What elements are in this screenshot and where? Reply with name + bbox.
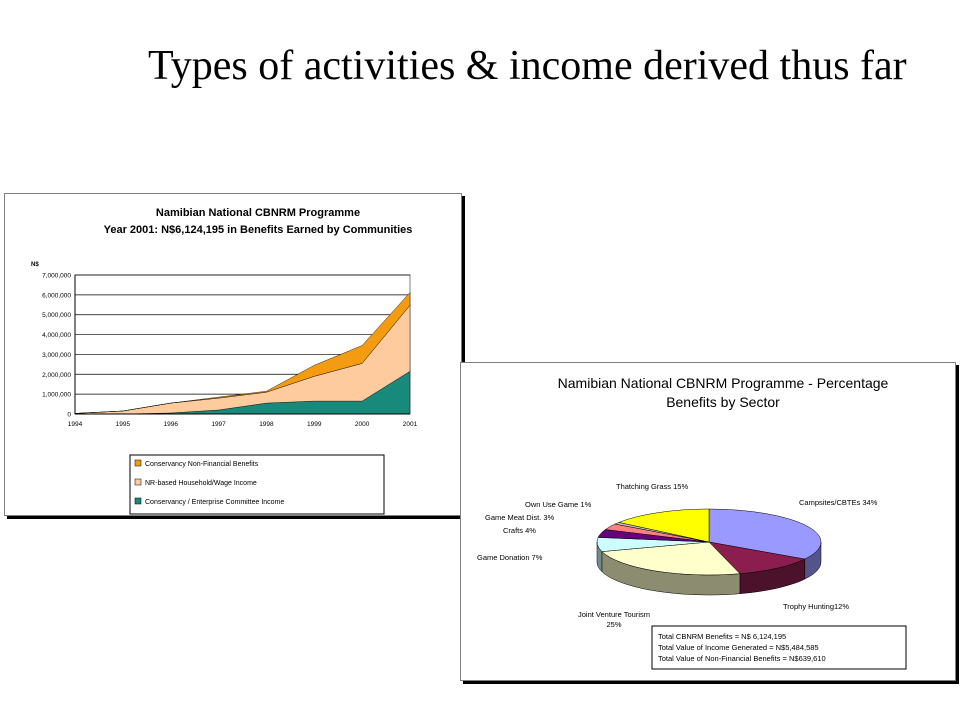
y-tick-label: 2,000,000 — [42, 372, 71, 379]
pie-chart-subtitle: Benefits by Sector — [666, 394, 780, 410]
y-axis-label: N$ — [31, 262, 39, 268]
y-tick-labels: 0 1,000,000 2,000,000 3,000,000 4,000,000 5,0… — [42, 273, 71, 419]
pie-slice-label: 25% — [606, 620, 621, 629]
y-tick-label: 6,000,000 — [42, 292, 71, 299]
y-tick-label: 3,000,000 — [42, 352, 71, 359]
pie-slice-label: Trophy Hunting12% — [783, 602, 849, 611]
area-chart-panel: Namibian National CBNRM Programme Year 2… — [4, 193, 462, 516]
x-tick-label: 1998 — [259, 421, 274, 428]
y-tick-label: 4,000,000 — [42, 332, 71, 339]
legend-swatch — [134, 478, 142, 486]
pie-slice-label: Own Use Game 1% — [525, 500, 592, 509]
total-cbnrm-benefits: Total CBNRM Benefits = N$ 6,124,195 — [658, 632, 786, 641]
area-legend — [129, 454, 385, 515]
pie-slice-label: Game Meat Dist. 3% — [485, 513, 555, 522]
totals-box — [651, 625, 907, 670]
x-tick-label: 1996 — [163, 421, 178, 428]
area-series — [74, 275, 411, 415]
legend-entries: Conservancy Non-Financial Benefits NR-bas… — [134, 459, 284, 506]
legend-label: Conservancy / Enterprise Committee Incom… — [145, 499, 284, 506]
legend-swatch — [134, 459, 142, 467]
pie-slice — [708, 508, 822, 560]
total-non-financial-benefits: Total Value of Non-Financial Benefits = … — [658, 654, 826, 663]
x-tick-label: 1994 — [68, 421, 83, 428]
x-tick-label: 1997 — [211, 421, 226, 428]
pie-slice — [601, 541, 741, 576]
x-tick-label: 1999 — [307, 421, 322, 428]
total-income-generated: Total Value of Income Generated = N$5,48… — [658, 643, 819, 652]
pie-slice — [708, 541, 806, 574]
pie-chart-panel: Namibian National CBNRM Programme - Perc… — [460, 362, 956, 681]
pie-slice — [618, 508, 710, 543]
area-chart: Namibian National CBNRM Programme Year 2… — [31, 207, 418, 515]
x-tick-label: 2000 — [355, 421, 370, 428]
legend-label: Conservancy Non-Financial Benefits — [145, 461, 259, 468]
y-tick-label: 7,000,000 — [42, 273, 71, 280]
pie-slice-labels: Campsites/CBTEs 34% Trophy Hunting12% Join… — [477, 482, 878, 629]
area-chart-title: Namibian National CBNRM Programme — [156, 207, 360, 219]
legend-label: NR-based Household/Wage Income — [145, 480, 257, 487]
x-tick-label: 1995 — [116, 421, 131, 428]
y-tick-label: 5,000,000 — [42, 312, 71, 319]
pie-slice-label: Crafts 4% — [503, 526, 536, 535]
legend-swatch — [134, 497, 142, 505]
pie-slice-label: Thatching Grass 15% — [616, 482, 688, 491]
x-tick-label: 2001 — [403, 421, 418, 428]
x-tick-labels: 1994 1995 1996 1997 1998 1999 2000 2001 — [68, 421, 418, 428]
area-series-fill — [74, 291, 411, 414]
y-tick-label: 1,000,000 — [42, 392, 71, 399]
pie-chart-title: Namibian National CBNRM Programme - Perc… — [558, 375, 889, 391]
y-tick-label: 0 — [67, 412, 71, 419]
pie-chart: Namibian National CBNRM Programme - Perc… — [477, 375, 907, 670]
area-chart-subtitle: Year 2001: N$6,124,195 in Benefits Earne… — [104, 224, 413, 236]
pie-slice-label: Campsites/CBTEs 34% — [799, 498, 878, 507]
pie-slices — [596, 508, 822, 596]
pie-slice-label: Game Donation 7% — [477, 553, 543, 562]
pie-slice-label: Joint Venture Tourism — [578, 610, 650, 619]
slide-title: Types of activities & income derived thu… — [148, 43, 907, 89]
